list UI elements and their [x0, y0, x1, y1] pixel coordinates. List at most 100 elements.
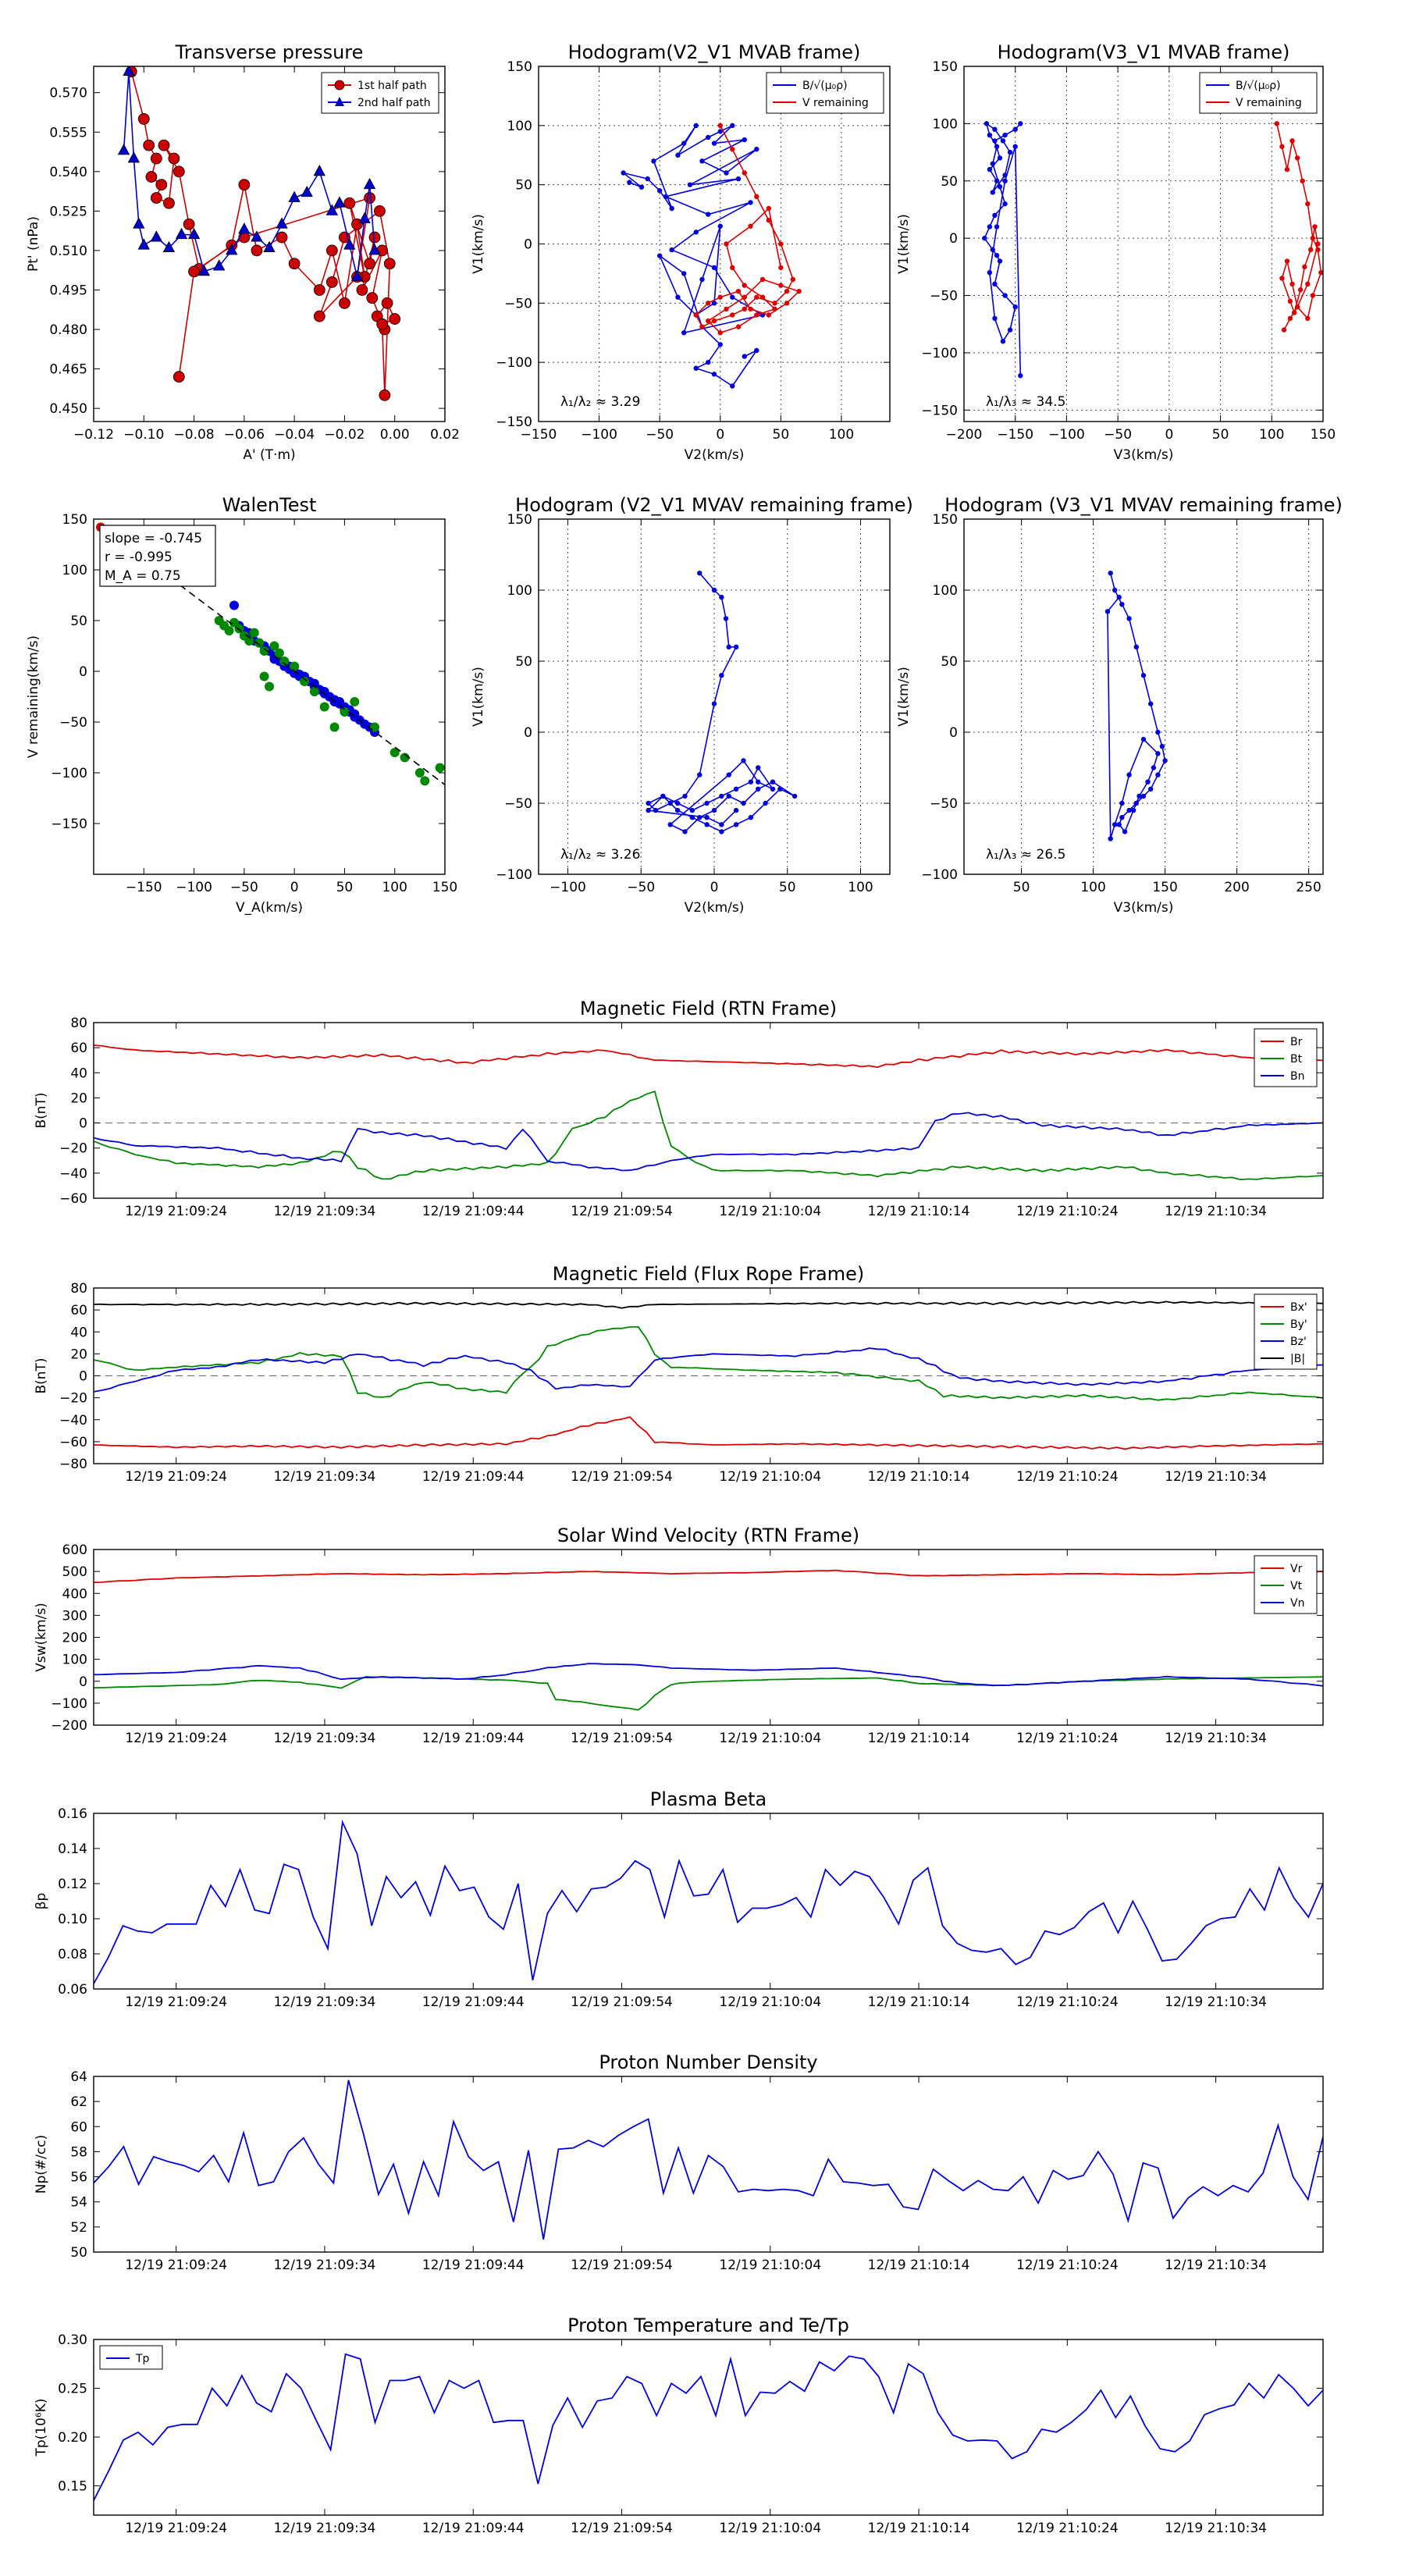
data-point — [325, 204, 339, 215]
y-tick-label: 20 — [70, 1091, 87, 1106]
data-point — [197, 265, 211, 276]
x-tick-label: −100 — [550, 880, 586, 895]
data-point — [1279, 276, 1285, 281]
y-tick-label: 0.16 — [58, 1806, 87, 1822]
y-tick-label: 0 — [79, 1116, 87, 1132]
data-point — [660, 793, 666, 799]
x-tick-label: 12/19 21:09:44 — [422, 1994, 525, 2010]
y-axis-label: V1(km/s) — [471, 214, 486, 274]
data-point — [1274, 121, 1280, 126]
x-tick-label: 12/19 21:10:24 — [1016, 2521, 1119, 2536]
y-tick-label: 0.465 — [49, 362, 87, 378]
data-point — [711, 372, 717, 377]
data-point — [992, 138, 998, 144]
legend-label: B/√(μ₀ρ) — [802, 80, 848, 92]
x-tick-label: −0.08 — [174, 427, 215, 443]
legend-label: V remaining — [1236, 97, 1302, 109]
data-point — [1159, 744, 1165, 749]
x-tick-label: 12/19 21:09:54 — [571, 1731, 673, 1746]
y-tick-label: 100 — [933, 116, 958, 132]
data-point — [735, 288, 742, 294]
chart-t1: Magnetic Field (RTN Frame) 12/19 21:09:24… — [34, 998, 1324, 1219]
series-line-Bx' — [94, 1416, 1323, 1450]
x-tick-label: 12/19 21:09:24 — [125, 2258, 227, 2273]
data-point — [1145, 779, 1151, 785]
chart-title: Magnetic Field (Flux Rope Frame) — [553, 1263, 864, 1285]
y-tick-label: 100 — [62, 1653, 87, 1668]
y-tick-label: 0 — [79, 1369, 87, 1385]
x-tick-label: 100 — [848, 880, 873, 895]
data-point — [133, 217, 145, 229]
y-tick-label: 0.450 — [49, 401, 87, 417]
y-tick-label: 150 — [933, 59, 958, 75]
data-point — [992, 126, 998, 132]
data-point — [754, 146, 759, 152]
legend-label: Bt — [1290, 1053, 1303, 1066]
data-point — [1294, 155, 1300, 161]
data-point — [741, 758, 746, 763]
data-point — [350, 269, 364, 282]
y-tick-label: −200 — [51, 1718, 87, 1734]
data-point — [1119, 800, 1125, 806]
data-point — [379, 389, 391, 401]
data-point — [699, 324, 705, 329]
x-tick-label: 12/19 21:09:34 — [274, 1204, 376, 1219]
data-point — [982, 235, 987, 241]
data-point — [777, 786, 783, 792]
plot-frame — [93, 2339, 1324, 2516]
x-tick-label: 50 — [779, 880, 796, 895]
chart-title: Proton Number Density — [599, 2051, 817, 2073]
plot-area — [94, 1569, 1323, 1711]
data-point — [990, 190, 996, 195]
x-tick-label: −50 — [627, 880, 655, 895]
y-tick-label: 80 — [70, 1281, 87, 1297]
data-point — [723, 616, 729, 621]
plot-frame — [93, 66, 446, 422]
legend-label: V remaining — [802, 97, 869, 109]
x-tick-label: 12/19 21:09:44 — [422, 2521, 525, 2536]
data-point — [711, 587, 717, 593]
data-point — [717, 330, 723, 336]
x-tick-label: 12/19 21:10:34 — [1165, 2521, 1267, 2536]
x-tick-label: 12/19 21:09:54 — [571, 1994, 673, 2010]
x-tick-label: −100 — [176, 880, 212, 895]
data-point — [719, 829, 724, 834]
data-point — [274, 648, 284, 658]
data-point — [117, 144, 130, 155]
data-point — [1305, 201, 1311, 207]
x-tick-label: 12/19 21:09:34 — [274, 1994, 376, 2010]
y-tick-label: 60 — [70, 1041, 87, 1056]
data-point — [276, 217, 288, 229]
data-point — [759, 276, 766, 283]
data-point — [143, 139, 155, 151]
x-tick-label: 12/19 21:09:34 — [274, 1731, 376, 1746]
data-point — [784, 301, 790, 306]
data-point — [730, 312, 735, 318]
data-point — [1136, 793, 1142, 799]
series-line-Np — [94, 2080, 1323, 2240]
x-tick-label: 12/19 21:09:54 — [571, 1469, 673, 1485]
chart-t3: Solar Wind Velocity (RTN Frame) 12/19 21:… — [34, 1525, 1324, 1746]
data-point — [1315, 241, 1321, 247]
data-point — [994, 178, 1000, 183]
data-point — [288, 258, 301, 270]
data-point — [244, 636, 254, 646]
plot-area — [94, 2353, 1323, 2501]
x-tick-label: 50 — [1013, 880, 1030, 895]
x-tick-label: 12/19 21:10:04 — [719, 1731, 821, 1746]
plot-area — [621, 123, 802, 389]
x-axis-label: A' (T·m) — [243, 447, 295, 463]
data-point — [213, 259, 226, 271]
x-tick-label: 150 — [1311, 427, 1336, 443]
data-point — [724, 306, 729, 312]
data-point — [646, 807, 651, 813]
data-point — [697, 570, 702, 576]
y-axis-label: V1(km/s) — [471, 667, 486, 727]
data-point — [748, 200, 753, 205]
x-tick-label: −100 — [581, 427, 617, 443]
data-point — [719, 793, 724, 799]
data-point — [706, 134, 711, 141]
data-point — [313, 284, 325, 296]
eigen-ratio-annotation: λ₁/λ₃ ≈ 26.5 — [986, 847, 1065, 863]
